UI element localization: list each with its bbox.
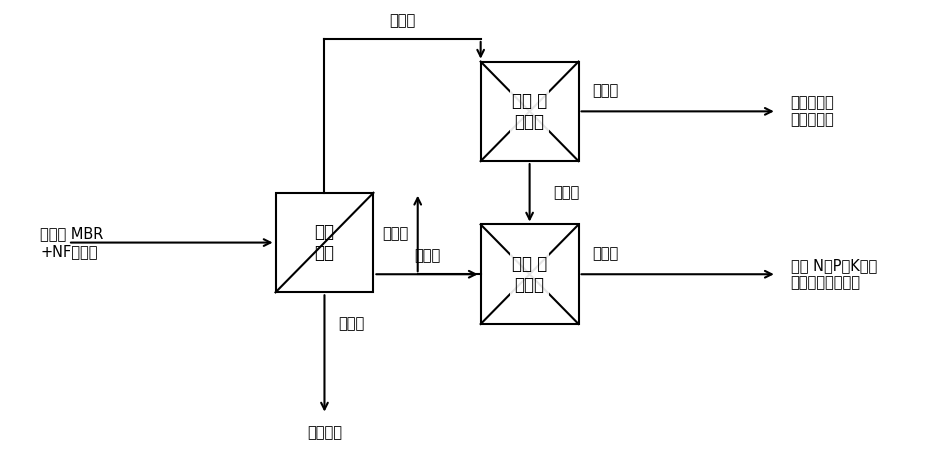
Text: 混合液: 混合液 <box>389 13 416 27</box>
Text: 达标排放: 达标排放 <box>307 425 342 440</box>
Text: 一级 超
滤系统: 一级 超 滤系统 <box>512 92 547 131</box>
Text: 透过液: 透过液 <box>414 248 440 263</box>
Text: 滲滤液 MBR
+NF截留液: 滲滤液 MBR +NF截留液 <box>40 226 103 259</box>
Bar <box>276 193 373 292</box>
Text: 透过液: 透过液 <box>593 83 619 98</box>
Text: 浓缩液: 浓缩液 <box>382 226 408 241</box>
Bar <box>480 224 579 324</box>
Text: 二级 超
滤系统: 二级 超 滤系统 <box>512 255 547 294</box>
Bar <box>480 61 579 161</box>
Text: 外加 N、P、K得到
含腑植酸水溶肥料: 外加 N、P、K得到 含腑植酸水溶肥料 <box>791 258 877 290</box>
Text: 浓缩液: 浓缩液 <box>552 185 579 200</box>
Text: 浓缩液: 浓缩液 <box>593 245 619 261</box>
Text: 透过液: 透过液 <box>339 316 365 332</box>
Text: 进一步处理
后达标排放: 进一步处理 后达标排放 <box>791 95 835 128</box>
Text: 纳滤
系统: 纳滤 系统 <box>314 223 335 262</box>
